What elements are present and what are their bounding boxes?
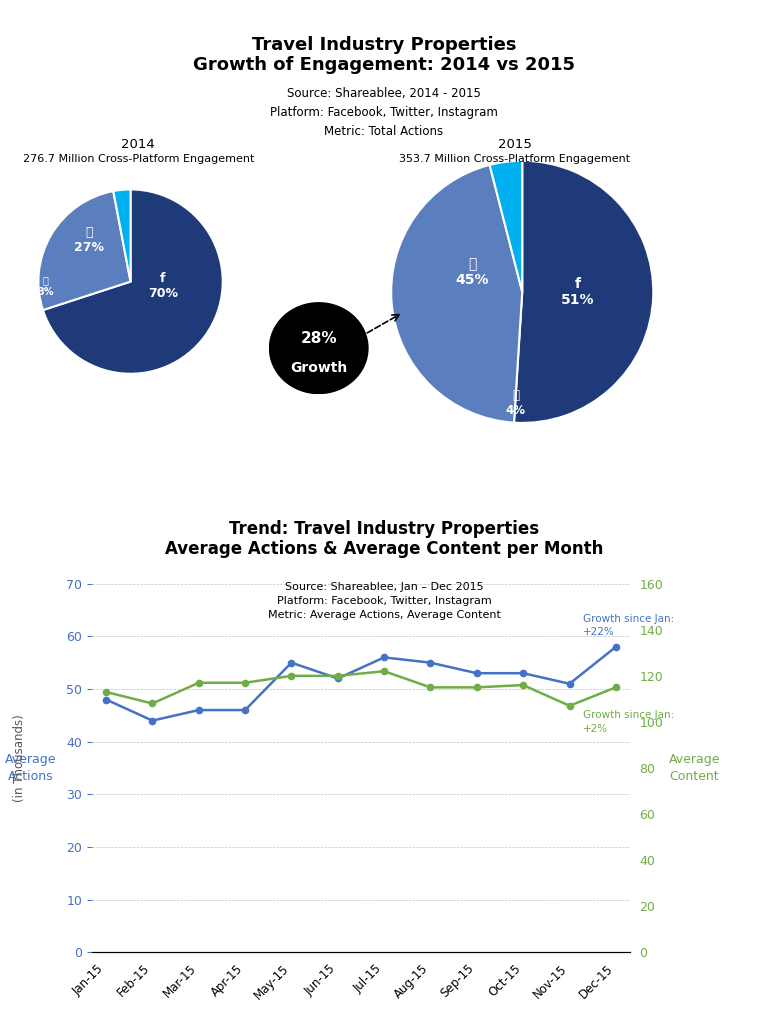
Text: 2015: 2015 xyxy=(498,138,531,152)
Text: 🐦
3%: 🐦 3% xyxy=(38,275,54,297)
Wedge shape xyxy=(391,165,522,423)
Text: 276.7 Million Cross-Platform Engagement: 276.7 Million Cross-Platform Engagement xyxy=(22,154,254,164)
Wedge shape xyxy=(114,189,131,282)
Text: 2014: 2014 xyxy=(121,138,155,152)
Text: Growth: Growth xyxy=(290,361,347,376)
Text: Source: Shareablee, 2014 - 2015
Platform: Facebook, Twitter, Instagram
Metric: T: Source: Shareablee, 2014 - 2015 Platform… xyxy=(270,87,498,138)
Text: Growth since Jan:
+22%: Growth since Jan: +22% xyxy=(584,614,674,637)
Text: Trend: Travel Industry Properties: Trend: Travel Industry Properties xyxy=(229,519,539,538)
Text: ⌕
45%: ⌕ 45% xyxy=(455,257,489,288)
Text: (in Thousands): (in Thousands) xyxy=(13,714,25,802)
Text: Average
Content: Average Content xyxy=(668,753,720,783)
Text: Average
Actions: Average Actions xyxy=(5,753,56,783)
Text: f
70%: f 70% xyxy=(147,272,178,300)
Wedge shape xyxy=(514,161,654,423)
Text: 353.7 Million Cross-Platform Engagement: 353.7 Million Cross-Platform Engagement xyxy=(399,154,630,164)
Text: Source: Shareablee, Jan – Dec 2015
Platform: Facebook, Twitter, Instagram
Metric: Source: Shareablee, Jan – Dec 2015 Platf… xyxy=(267,582,501,620)
Text: Growth of Engagement: 2014 vs 2015: Growth of Engagement: 2014 vs 2015 xyxy=(193,56,575,75)
Text: Average Actions & Average Content per Month: Average Actions & Average Content per Mo… xyxy=(165,540,603,558)
Wedge shape xyxy=(43,189,223,374)
Ellipse shape xyxy=(269,302,369,394)
Text: f
51%: f 51% xyxy=(561,276,594,307)
Text: Travel Industry Properties: Travel Industry Properties xyxy=(252,36,516,54)
Text: Growth since Jan:
+2%: Growth since Jan: +2% xyxy=(584,711,674,733)
Text: ⌕
27%: ⌕ 27% xyxy=(74,226,104,254)
Wedge shape xyxy=(38,191,131,310)
Text: 🐦
4%: 🐦 4% xyxy=(505,389,525,417)
Text: 28%: 28% xyxy=(300,332,337,346)
Wedge shape xyxy=(490,161,522,292)
